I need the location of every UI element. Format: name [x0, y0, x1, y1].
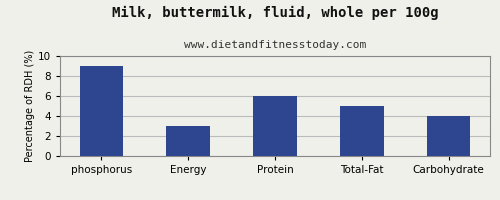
Bar: [340, 106, 384, 156]
Text: www.dietandfitnesstoday.com: www.dietandfitnesstoday.com: [184, 40, 366, 50]
Text: Milk, buttermilk, fluid, whole per 100g: Milk, buttermilk, fluid, whole per 100g: [112, 6, 438, 20]
Bar: [254, 96, 296, 156]
Bar: [166, 126, 210, 156]
Bar: [427, 116, 470, 156]
Bar: [80, 66, 123, 156]
Y-axis label: Percentage of RDH (%): Percentage of RDH (%): [25, 50, 35, 162]
